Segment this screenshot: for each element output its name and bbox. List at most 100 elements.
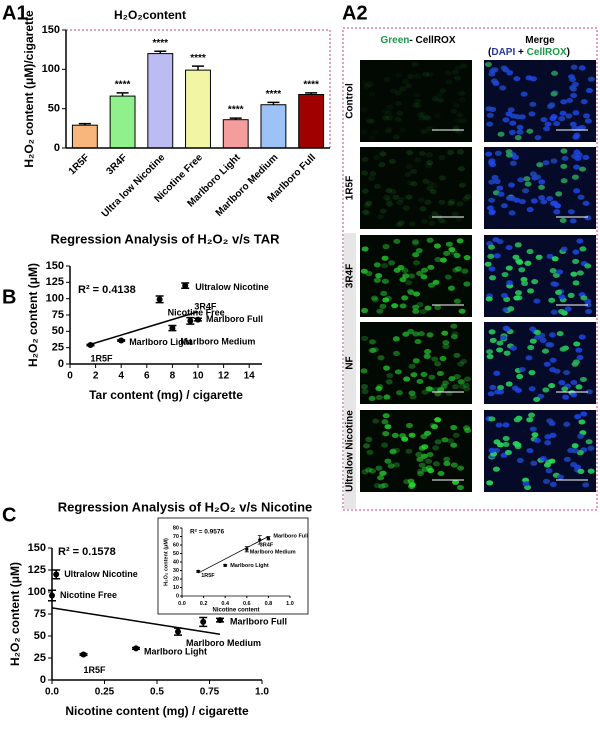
cell — [493, 439, 501, 445]
error-bar — [78, 122, 91, 126]
cell — [452, 102, 460, 108]
y-tick-label: 0 — [54, 142, 60, 154]
cell — [375, 273, 383, 279]
cell — [447, 149, 455, 156]
cell — [486, 480, 494, 486]
cell — [526, 128, 534, 134]
cell — [513, 417, 521, 423]
cell — [428, 282, 436, 288]
cell — [539, 337, 547, 343]
cell — [377, 475, 385, 481]
cell — [441, 437, 449, 443]
cell — [488, 209, 496, 215]
y-tick-label: 10 — [173, 585, 179, 591]
cell — [564, 306, 572, 312]
cell — [563, 369, 571, 376]
cell — [388, 158, 396, 165]
cell — [407, 328, 415, 335]
cell — [420, 274, 428, 280]
point — [200, 618, 207, 625]
cell — [401, 295, 409, 301]
cell — [489, 337, 497, 344]
x-axis-label: Nicotine content — [212, 608, 259, 614]
cell — [502, 441, 510, 448]
cell — [361, 170, 369, 176]
point-label: Marlboro Full — [230, 617, 287, 627]
cell — [569, 218, 577, 224]
cell — [546, 253, 554, 259]
cell — [425, 152, 433, 158]
cell — [464, 376, 472, 382]
cell — [492, 466, 500, 472]
cell — [361, 209, 369, 215]
cell — [458, 308, 466, 314]
cell — [421, 267, 429, 273]
cell — [422, 178, 430, 184]
cell — [497, 191, 505, 197]
cell — [395, 72, 403, 78]
cell — [535, 254, 543, 260]
cell — [453, 252, 461, 259]
bar — [222, 119, 249, 149]
x-tick-label: 0.5 — [150, 687, 164, 698]
cell — [423, 114, 431, 121]
row-shade — [344, 233, 356, 509]
cell — [555, 191, 563, 197]
cell — [585, 87, 593, 94]
point-label: Nicotine Free — [168, 308, 225, 318]
cell — [432, 386, 440, 392]
cell — [368, 91, 376, 97]
x-tick-label: 3R4F — [104, 152, 129, 177]
cell — [572, 110, 580, 116]
cell — [394, 369, 402, 375]
cell — [580, 295, 588, 301]
cell — [398, 196, 406, 203]
cell — [457, 361, 465, 367]
cell — [426, 129, 434, 135]
cell — [368, 135, 376, 141]
cell — [531, 432, 539, 438]
cell — [530, 198, 538, 204]
cell — [497, 384, 505, 391]
cell — [412, 252, 420, 258]
cell — [504, 449, 512, 456]
cell — [570, 461, 578, 468]
significance-label: **** — [266, 89, 282, 100]
point — [245, 547, 249, 551]
cell — [428, 220, 436, 226]
cell — [528, 412, 536, 418]
cell — [424, 199, 432, 205]
y-tick-label: 150 — [28, 542, 46, 554]
cell — [544, 121, 552, 127]
cell — [448, 247, 456, 253]
cell — [382, 413, 390, 419]
cell — [523, 176, 531, 182]
cell — [540, 116, 548, 123]
cell — [560, 99, 568, 105]
cell — [507, 107, 515, 113]
point-label: 3R4F — [260, 542, 274, 548]
cell — [379, 151, 387, 157]
cell — [382, 297, 390, 303]
cell — [434, 439, 442, 445]
cell — [528, 111, 536, 117]
cell — [421, 466, 429, 472]
cell — [383, 195, 391, 201]
cell — [368, 468, 376, 474]
cell — [493, 370, 501, 376]
cell — [378, 470, 386, 477]
cell — [529, 338, 537, 344]
trend-line — [198, 536, 269, 574]
cell — [451, 331, 459, 337]
cell — [542, 160, 550, 166]
cell — [425, 386, 433, 392]
cell — [412, 102, 420, 108]
cell — [426, 160, 434, 166]
cell — [579, 166, 587, 172]
cell — [551, 256, 559, 262]
cell — [526, 417, 534, 423]
cell — [484, 261, 492, 267]
x-tick-label: 10 — [192, 371, 204, 382]
cell — [428, 374, 436, 380]
cell — [384, 128, 392, 134]
